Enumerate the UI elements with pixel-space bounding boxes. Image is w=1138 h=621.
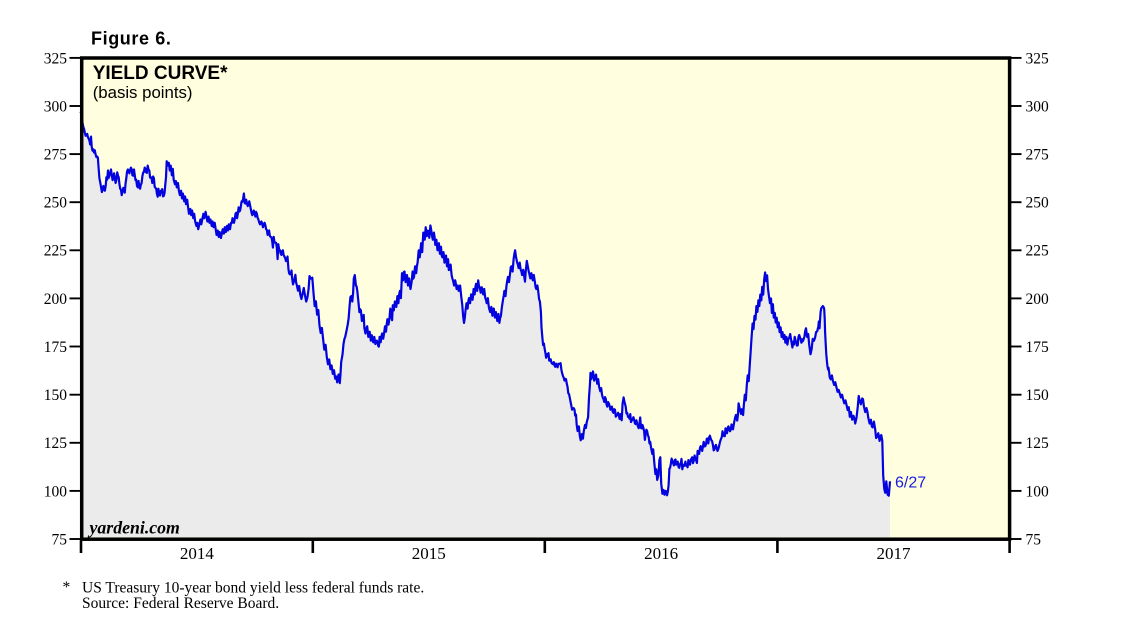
- svg-text:175: 175: [44, 339, 68, 356]
- svg-text:300: 300: [44, 98, 68, 115]
- svg-text:US Treasury 10-year bond yield: US Treasury 10-year bond yield less fede…: [82, 580, 424, 597]
- svg-text:Figure 6.: Figure 6.: [91, 29, 171, 49]
- svg-text:150: 150: [44, 387, 68, 404]
- svg-text:75: 75: [52, 531, 68, 548]
- svg-text:200: 200: [44, 291, 68, 308]
- svg-text:*: *: [63, 579, 71, 596]
- svg-text:250: 250: [1026, 195, 1050, 212]
- svg-text:225: 225: [44, 243, 68, 260]
- svg-text:325: 325: [44, 50, 68, 67]
- svg-text:6/27: 6/27: [895, 474, 926, 491]
- svg-text:YIELD CURVE*: YIELD CURVE*: [93, 63, 228, 84]
- svg-text:2015: 2015: [412, 544, 446, 563]
- svg-text:(basis points): (basis points): [93, 83, 193, 102]
- svg-text:150: 150: [1026, 387, 1050, 404]
- svg-text:2017: 2017: [877, 544, 912, 563]
- svg-text:125: 125: [1026, 435, 1050, 452]
- svg-text:200: 200: [1026, 291, 1050, 308]
- svg-text:250: 250: [44, 195, 68, 212]
- svg-text:300: 300: [1026, 98, 1050, 115]
- svg-text:275: 275: [1026, 147, 1050, 164]
- svg-text:Source: Federal Reserve Board.: Source: Federal Reserve Board.: [82, 595, 279, 612]
- svg-text:325: 325: [1026, 50, 1050, 67]
- svg-text:2014: 2014: [180, 544, 215, 563]
- svg-text:275: 275: [44, 147, 68, 164]
- svg-text:yardeni.com: yardeni.com: [88, 518, 180, 538]
- svg-text:175: 175: [1026, 339, 1050, 356]
- svg-text:100: 100: [44, 483, 68, 500]
- svg-text:100: 100: [1026, 483, 1050, 500]
- svg-text:75: 75: [1026, 531, 1042, 548]
- svg-text:125: 125: [44, 435, 68, 452]
- svg-text:2016: 2016: [644, 544, 678, 563]
- svg-text:225: 225: [1026, 243, 1050, 260]
